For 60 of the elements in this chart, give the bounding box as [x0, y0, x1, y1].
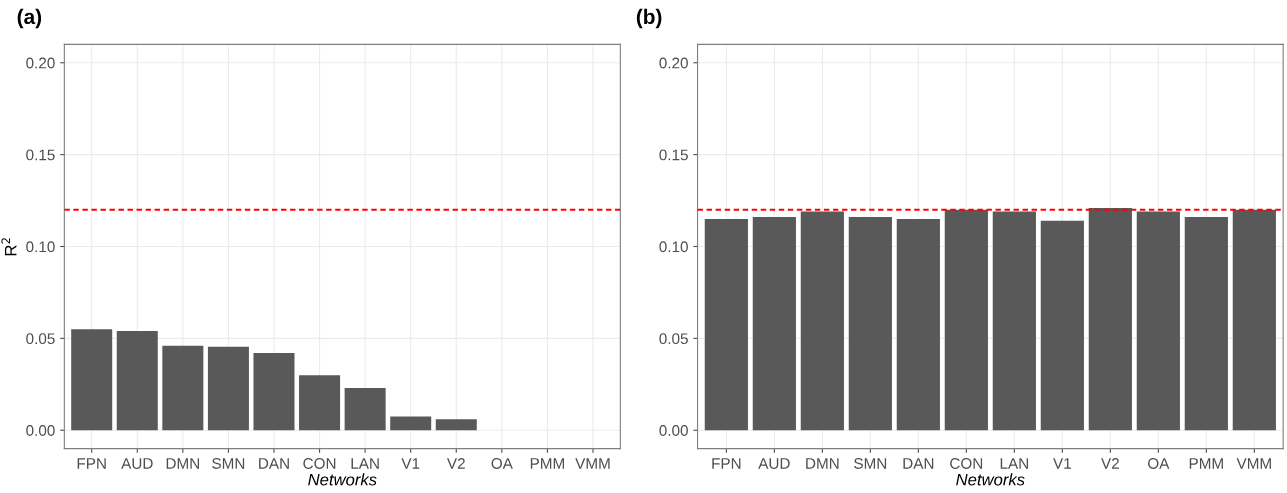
y-tick-label: 0.20 — [26, 57, 55, 69]
x-tick-label: AUD — [758, 458, 790, 469]
x-tick-label: FPN — [77, 458, 106, 469]
y-tick-label: 0.10 — [26, 241, 55, 253]
x-tick-label: PMM — [530, 458, 564, 469]
x-tick-label: DAN — [259, 458, 289, 469]
chart-title: (a) — [17, 8, 42, 29]
x-tick-label: OA — [491, 458, 513, 469]
bar — [704, 218, 748, 431]
x-tick-label: V1 — [1053, 458, 1071, 469]
x-tick-label: V2 — [1101, 458, 1119, 469]
x-tick-label: LAN — [1000, 458, 1028, 469]
chart-title: (b) — [636, 8, 662, 29]
x-axis-title: Networks — [956, 473, 1025, 486]
bar — [435, 419, 477, 431]
x-tick-label: AUD — [121, 458, 153, 469]
x-tick-label: CON — [303, 458, 336, 469]
y-tick-label: 0.20 — [659, 57, 688, 69]
bar — [1040, 220, 1084, 431]
y-tick-label: 0.15 — [659, 149, 688, 161]
bar — [1184, 217, 1228, 431]
x-tick-label: V1 — [401, 458, 420, 469]
bar — [848, 217, 892, 431]
y-tick-label: 0.00 — [26, 425, 55, 436]
y-tick-label: 0.00 — [659, 425, 688, 436]
bar — [299, 375, 341, 431]
x-tick-label: OA — [1148, 458, 1170, 469]
bar — [1136, 211, 1180, 431]
bar — [71, 329, 113, 431]
bar — [207, 346, 249, 431]
bar — [800, 211, 844, 431]
x-tick-label: FPN — [712, 458, 741, 469]
y-tick-label: 0.05 — [659, 333, 688, 345]
bar — [116, 331, 158, 431]
bar — [162, 345, 204, 431]
x-tick-label: LAN — [351, 458, 379, 469]
x-tick-label: SMN — [854, 458, 887, 469]
bar — [344, 387, 386, 431]
x-tick-label: DAN — [903, 458, 934, 469]
x-tick-label: CON — [950, 458, 983, 469]
bar — [944, 209, 988, 431]
x-tick-label: PMM — [1189, 458, 1223, 469]
y-tick-label: 0.15 — [26, 149, 55, 161]
bar — [390, 416, 432, 431]
bar — [1088, 207, 1132, 431]
x-tick-label: SMN — [212, 458, 245, 469]
x-tick-label: V2 — [447, 458, 465, 469]
bar — [1232, 209, 1276, 431]
bar — [752, 217, 796, 431]
x-tick-label: VMM — [575, 458, 610, 469]
bar — [896, 218, 940, 431]
x-tick-label: DMN — [166, 458, 199, 469]
x-tick-label: DMN — [806, 458, 839, 469]
bar — [253, 353, 295, 431]
x-tick-label: VMM — [1236, 458, 1271, 469]
y-tick-label: 0.10 — [659, 241, 688, 253]
y-axis-title: R$^{2}$ — [1, 238, 17, 256]
y-tick-label: 0.05 — [26, 333, 55, 345]
x-axis-title: Networks — [308, 473, 377, 486]
bar — [992, 211, 1036, 431]
